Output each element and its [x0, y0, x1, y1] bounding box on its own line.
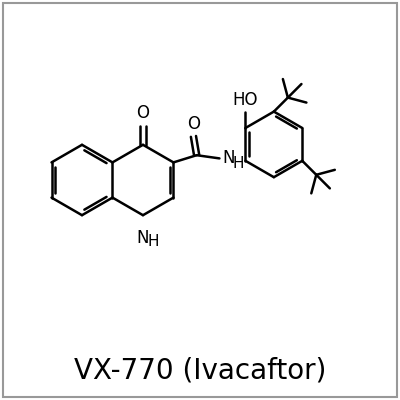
Text: H: H	[233, 156, 244, 172]
Text: HO: HO	[233, 91, 258, 109]
Text: O: O	[187, 115, 200, 133]
Text: N: N	[222, 148, 235, 166]
Text: N: N	[137, 229, 149, 247]
Text: H: H	[147, 234, 159, 249]
Text: O: O	[136, 104, 150, 122]
Text: VX-770 (Ivacaftor): VX-770 (Ivacaftor)	[74, 356, 326, 384]
